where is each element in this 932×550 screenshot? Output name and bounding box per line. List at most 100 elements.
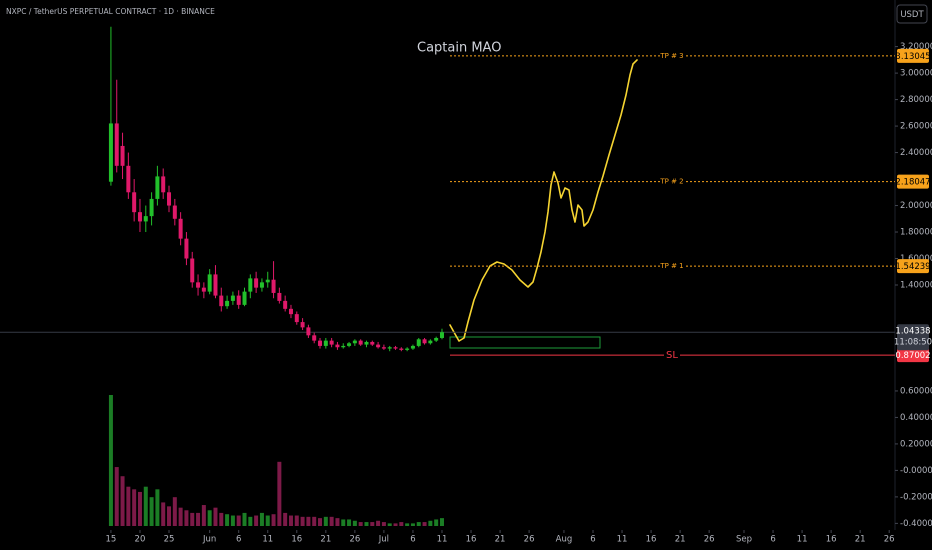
- y-tick-label: 2.60000: [900, 122, 932, 132]
- volume-bar: [242, 512, 247, 526]
- volume-bar: [271, 514, 276, 526]
- volume-bar: [381, 522, 386, 526]
- y-tick-label: -0.40000: [900, 519, 932, 529]
- volume-bar: [230, 515, 235, 526]
- candle-body: [358, 340, 363, 345]
- volume-bar: [201, 505, 206, 526]
- candle-body: [318, 340, 323, 346]
- x-tick-label: 16: [466, 535, 477, 545]
- volume-bar: [236, 515, 241, 526]
- volume-bar: [155, 489, 160, 526]
- candle-body: [288, 308, 293, 315]
- candle-body: [428, 340, 433, 344]
- candle-body: [132, 192, 137, 213]
- price-tag: [897, 48, 929, 63]
- x-tick-label: 21: [675, 535, 686, 545]
- y-tick-label: 2.00000: [900, 201, 932, 211]
- candle-body: [172, 205, 177, 219]
- volume-bar: [341, 519, 346, 526]
- candle-body: [364, 341, 369, 345]
- volume-bar: [225, 514, 230, 526]
- volume-bar: [172, 497, 177, 526]
- candle-body: [219, 295, 224, 307]
- candle-body: [439, 332, 444, 338]
- candle-body: [376, 344, 381, 348]
- level-label: SL: [666, 350, 678, 361]
- volume-bar: [184, 510, 189, 526]
- volume-bar: [213, 507, 218, 526]
- volume-bar: [161, 502, 166, 526]
- y-tick-label: -0.20000: [900, 492, 932, 502]
- x-tick-label: 16: [826, 535, 837, 545]
- volume-bar: [300, 516, 305, 526]
- volume-bar: [190, 512, 195, 526]
- volume-bar: [376, 520, 381, 526]
- x-tick-label: 26: [349, 535, 360, 545]
- volume-bar: [306, 516, 311, 526]
- candle-body: [161, 176, 166, 193]
- x-tick-label: 6: [236, 535, 241, 545]
- x-tick-label: 15: [106, 535, 117, 545]
- x-tick-label: 6: [770, 535, 775, 545]
- price-tag: [897, 348, 929, 363]
- candle-body: [341, 345, 346, 348]
- price-tag-label: 0.87002: [895, 351, 930, 361]
- candle-body: [190, 258, 195, 283]
- y-tick-label: 0.20000: [900, 439, 932, 449]
- candle-body: [137, 212, 142, 222]
- candle-body: [196, 282, 201, 288]
- currency-label[interactable]: USDT: [900, 10, 924, 20]
- candle-body: [265, 279, 270, 283]
- level-label-bg: [660, 50, 684, 61]
- price-tag-label: 2.18047: [895, 178, 930, 188]
- candle-body: [381, 347, 386, 349]
- price-tag-label: 3.13045: [895, 52, 930, 62]
- candle-body: [167, 192, 172, 206]
- y-tick-label: 3.00000: [900, 69, 932, 79]
- volume-bar: [422, 522, 427, 526]
- candle-body: [207, 274, 212, 292]
- candle-body: [108, 123, 113, 182]
- volume-bar: [219, 512, 224, 526]
- candle-body: [254, 278, 259, 288]
- volume-bar: [410, 523, 415, 526]
- candle-body: [126, 165, 131, 193]
- level-label: TP # 3: [659, 52, 683, 60]
- x-tick-label: 21: [855, 535, 866, 545]
- y-tick-label: 1.60000: [900, 254, 932, 264]
- candle-body: [312, 335, 317, 341]
- y-tick-label: 2.40000: [900, 148, 932, 158]
- candle-body: [323, 340, 328, 346]
- volume-bar: [114, 467, 119, 526]
- volume-bar: [126, 486, 131, 526]
- candle-body: [393, 347, 398, 349]
- x-tick-label: 21: [495, 535, 506, 545]
- x-tick-label: 26: [524, 535, 535, 545]
- candle-body: [259, 282, 264, 288]
- price-tag: [897, 174, 929, 189]
- volume-bar: [277, 461, 282, 526]
- volume-bar: [323, 516, 328, 526]
- candle-body: [178, 218, 183, 239]
- candle-body: [416, 339, 421, 346]
- volume-bar: [149, 497, 154, 526]
- level-label-bg: [660, 176, 684, 187]
- candle-body: [405, 348, 410, 350]
- x-tick-label: 11: [617, 535, 628, 545]
- volume-bar: [132, 489, 137, 526]
- candle-body: [242, 291, 247, 305]
- x-tick-label: 20: [135, 535, 146, 545]
- x-tick-label: 6: [590, 535, 595, 545]
- volume-bar: [312, 516, 317, 526]
- currency-button[interactable]: [896, 4, 928, 24]
- x-tick-label: 16: [291, 535, 302, 545]
- candle-body: [347, 343, 352, 346]
- volume-bar: [358, 522, 363, 526]
- y-tick-label: 3.20000: [900, 42, 932, 52]
- volume-bar: [196, 512, 201, 526]
- candle-body: [294, 314, 299, 323]
- volume-bar: [352, 520, 357, 526]
- x-tick-label: 21: [320, 535, 331, 545]
- level-label: TP # 1: [659, 262, 683, 270]
